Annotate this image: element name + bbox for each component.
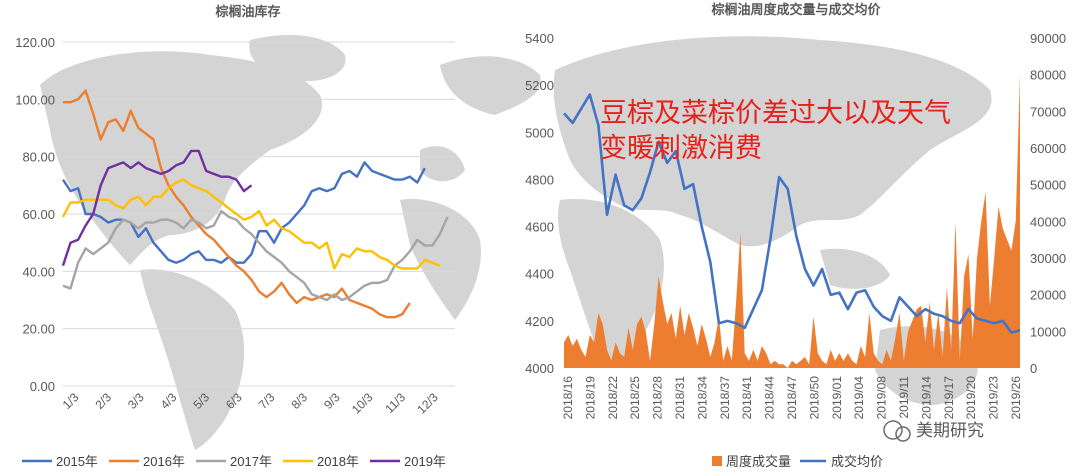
trade-right-tick: 80000: [1030, 68, 1066, 83]
inventory-x-tick: 10/3: [349, 390, 376, 417]
trade-x-tick: 2018/22: [606, 376, 620, 420]
trade-left-tick: 4200: [525, 314, 554, 329]
trade-right-tick: 90000: [1030, 31, 1066, 46]
inventory-y-tick: 100.00: [15, 92, 55, 107]
trade-left-tick: 4000: [525, 361, 554, 376]
inventory-legend: 2015年 2016年 2017年 2018年 2019年: [22, 454, 446, 469]
trade-annotation-line1: 豆棕及菜棕价差过大以及天气: [600, 98, 951, 129]
inventory-x-tick: 11/3: [382, 390, 408, 416]
trade-x-tick: 2019/08: [875, 376, 889, 420]
trade-x-tick: 2019/11: [897, 376, 911, 419]
legend-label-2019年: 2019年: [404, 454, 446, 469]
inventory-line-2019年: [61, 149, 253, 266]
legend-label-price: 成交均价: [831, 454, 883, 469]
trade-right-tick: 0: [1030, 361, 1037, 376]
inventory-line-2016年: [63, 89, 411, 319]
trade-x-tick: 2019/26: [1009, 376, 1023, 420]
legend-swatch-volume: [712, 456, 722, 466]
trade-x-tick: 2019/14: [919, 376, 933, 420]
trade-price-line: [563, 93, 1021, 334]
trade-x-tick: 2018/50: [807, 376, 821, 420]
trade-x-axis: 2018/16 2018/19 2018/22 2018/25 2018/28 2018/…: [561, 376, 1023, 420]
trade-right-tick: 60000: [1030, 141, 1066, 156]
trade-x-tick: 2019/20: [964, 376, 978, 420]
trade-x-tick: 2018/16: [561, 376, 575, 420]
legend-label-2015年: 2015年: [56, 454, 98, 469]
watermark-text: 美期研究: [916, 421, 984, 441]
trade-annotation-line2: 变暖刺激消费: [600, 133, 762, 164]
inventory-x-tick: 9/3: [321, 390, 343, 412]
trade-price-series: [563, 93, 1021, 334]
trade-x-tick: 2018/37: [718, 376, 732, 420]
trade-left-tick: 4400: [525, 267, 554, 282]
trade-left-tick: 5200: [525, 78, 554, 93]
trade-right-axis: 0 10000 20000 30000 40000 50000 60000 70000 8000…: [1030, 31, 1066, 376]
trade-x-tick: 2018/31: [673, 376, 687, 420]
inventory-y-tick: 40.00: [22, 264, 55, 279]
trade-x-tick: 2018/19: [583, 376, 597, 420]
inventory-x-tick: 12/3: [414, 390, 441, 417]
inventory-x-tick: 2/3: [92, 390, 114, 412]
trade-volume-area: [564, 74, 1020, 368]
inventory-y-tick: 20.00: [22, 322, 55, 337]
trade-right-tick: 20000: [1030, 288, 1066, 303]
wechat-icon-bubble: [895, 426, 911, 442]
trade-volume-series: [564, 74, 1020, 368]
trade-right-tick: 40000: [1030, 214, 1066, 229]
legend-label-volume: 周度成交量: [726, 454, 791, 469]
inventory-y-tick: 0.00: [30, 379, 55, 394]
inventory-y-tick: 120.00: [15, 35, 55, 50]
trade-right-tick: 10000: [1030, 324, 1066, 339]
inventory-series: [61, 89, 449, 319]
legend-label-2017年: 2017年: [230, 454, 272, 469]
trade-left-tick: 4800: [525, 172, 554, 187]
trade-x-tick: 2019/04: [852, 376, 866, 420]
trade-x-tick: 2019/01: [830, 376, 844, 420]
trade-x-tick: 2019/17: [942, 376, 956, 420]
legend-label-2018年: 2018年: [317, 454, 359, 469]
trade-left-tick: 5000: [525, 125, 554, 140]
trade-x-tick: 2018/34: [695, 376, 709, 420]
inventory-y-tick: 80.00: [22, 150, 55, 165]
inventory-x-tick: 4/3: [158, 390, 180, 412]
watermark: 美期研究: [883, 420, 984, 442]
trade-right-tick: 30000: [1030, 251, 1066, 266]
inventory-x-tick: 3/3: [125, 390, 147, 412]
wechat-icon: [883, 420, 903, 440]
inventory-x-axis: 1/3 2/3 3/3 4/3 5/3 6/3 7/3 8/3 9/3 10/3 11/3 12/3: [60, 390, 441, 417]
trade-x-tick: 2018/47: [785, 376, 799, 420]
inventory-chart-title: 棕榈油库存: [214, 4, 280, 20]
trade-left-tick: 5400: [525, 31, 554, 46]
trade-left-axis: 4000 4200 4400 4600 4800 5000 5200 5400: [525, 31, 554, 376]
inventory-x-tick: 1/3: [60, 390, 82, 412]
inventory-y-tick: 60.00: [22, 207, 55, 222]
trade-chart: 棕榈油周度成交量与成交均价 4000 4200 4400 4600 4800 5000 52…: [525, 2, 1066, 469]
trade-x-tick: 2019/23: [987, 376, 1001, 420]
inventory-x-tick: 8/3: [288, 390, 310, 412]
trade-right-tick: 50000: [1030, 178, 1066, 193]
inventory-line-2017年: [62, 209, 449, 302]
trade-legend: 周度成交量 成交均价: [712, 454, 883, 469]
trade-x-tick: 2018/25: [628, 376, 642, 420]
inventory-grid: [63, 41, 455, 387]
trade-right-tick: 70000: [1030, 104, 1066, 119]
legend-label-2016年: 2016年: [143, 454, 185, 469]
trade-x-tick: 2018/44: [763, 376, 777, 420]
trade-x-tick: 2018/28: [651, 376, 665, 420]
trade-chart-title: 棕榈油周度成交量与成交均价: [710, 2, 881, 18]
trade-x-tick: 2018/41: [740, 376, 754, 420]
inventory-line-2018年: [61, 178, 441, 270]
trade-left-tick: 4600: [525, 220, 554, 235]
inventory-x-tick: 7/3: [256, 390, 278, 412]
inventory-y-axis: 0.00 20.00 40.00 60.00 80.00 100.00 120.00: [15, 35, 55, 394]
